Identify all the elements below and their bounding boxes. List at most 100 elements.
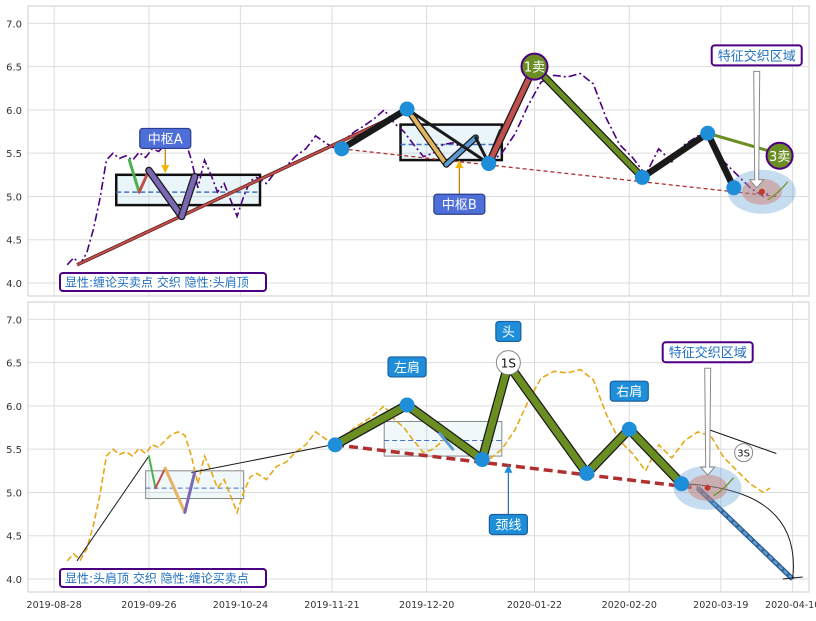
bottom-footer-label: 显性:头肩顶 交织 隐性:缠论买卖点 — [65, 571, 249, 586]
callout-arrow-head — [161, 165, 170, 174]
top-panel: 4.0 4.5 5.0 5.5 6.0 6.5 7.0 1卖 3卖 中枢A 中枢B 特征交织区域显性:… — [6, 5, 810, 297]
sell-point-label: 1卖 — [524, 61, 545, 76]
callout-label: 特征交织区域 — [718, 48, 796, 64]
top-y-tick-label: 6.0 — [6, 106, 22, 117]
bottom-stroke-segment — [625, 425, 686, 488]
bottom-stroke-segment — [331, 401, 411, 449]
bottom-footer-label-box — [59, 568, 267, 588]
bottom-stroke-segment — [478, 360, 512, 464]
callout-label: 头 — [502, 325, 515, 340]
x-tick-label: 2019-09-26 — [121, 600, 176, 611]
top-stroke-segment — [486, 64, 538, 167]
bottom-pivot-point — [399, 397, 415, 413]
sell-signal-marker — [495, 350, 521, 376]
top-y-tick-label: 5.5 — [6, 149, 22, 160]
callout-box — [609, 380, 649, 402]
x-tick-label: 2020-01-22 — [507, 600, 562, 611]
bottom-stroke-segment — [154, 467, 167, 490]
bottom-pivot-point — [674, 476, 690, 492]
bottom-y-tick-label: 4.5 — [6, 532, 22, 543]
bottom-stroke-segment — [183, 471, 197, 514]
bottom-stroke-segment — [583, 425, 633, 477]
connector-line — [76, 455, 150, 562]
top-y-tick-label: 4.0 — [6, 279, 22, 290]
bottom-stroke-segment — [438, 432, 455, 451]
projection-line — [697, 487, 794, 580]
callout-label: 中枢A — [148, 132, 183, 147]
callout-arrow — [748, 70, 765, 189]
x-tick-label: 2019-08-28 — [27, 600, 82, 611]
sell-point-marker — [520, 52, 549, 81]
top-y-tick-label: 5.0 — [6, 192, 22, 203]
bottom-y-tick-label: 4.0 — [6, 575, 22, 586]
top-stroke-segment — [640, 131, 710, 180]
bottom-pivot-point — [621, 421, 637, 437]
callout-arrow — [699, 367, 716, 476]
projection-target-tick — [782, 576, 803, 580]
bottom-pivot-point — [474, 452, 490, 468]
support-line — [341, 148, 777, 198]
top-pivot-point — [481, 156, 497, 172]
top-stroke-segment — [532, 64, 645, 180]
callout-label: 颈线 — [495, 518, 521, 533]
callout-box — [495, 320, 522, 343]
bottom-y-tick-label: 6.5 — [6, 359, 22, 370]
top-stroke-segment — [146, 167, 185, 219]
callout-arrow-head — [504, 464, 513, 473]
bottom-y-tick-label: 6.0 — [6, 402, 22, 413]
top-interlace-curve — [767, 181, 789, 201]
x-tick-label: 2020-03-19 — [693, 600, 748, 611]
top-pivot-point — [334, 141, 350, 157]
x-tick-label: 2019-11-21 — [304, 600, 359, 611]
bottom-pivot-point — [579, 465, 595, 481]
bottom-price-line — [66, 368, 771, 562]
sell-point-label: 3卖 — [769, 150, 790, 165]
top-stroke-segment — [405, 107, 449, 167]
trend-line — [76, 108, 411, 266]
neckline — [334, 443, 699, 490]
callout-label: 中枢B — [442, 198, 477, 213]
callout-label: 特征交织区域 — [669, 345, 747, 361]
callout-box — [710, 44, 803, 67]
bottom-interlace-curve — [713, 477, 735, 497]
callout-label: 左肩 — [394, 360, 420, 376]
bottom-stroke-segment — [504, 360, 591, 477]
callout-label: 右肩 — [616, 384, 642, 400]
top-footer-label: 显性:缠论买卖点 交织 隐性:头肩顶 — [65, 275, 249, 290]
callout-box — [488, 513, 528, 536]
top-footer-label-box — [59, 272, 267, 292]
sell-point-marker — [765, 141, 794, 170]
connector-line — [707, 428, 777, 454]
callout-box — [433, 193, 486, 215]
top-y-tick-label: 7.0 — [6, 19, 22, 30]
top-pivot-point — [634, 169, 650, 185]
x-tick-label: 2020-04-10 — [765, 600, 816, 611]
bottom-interlace-center — [704, 484, 711, 491]
top-stroke-segment — [405, 107, 491, 166]
x-tick-label: 2019-10-24 — [213, 600, 268, 611]
x-tick-label: 2019-12-20 — [399, 600, 454, 611]
top-y-tick-label: 4.5 — [6, 236, 22, 247]
top-pivot-point — [700, 125, 716, 141]
x-tick-label: 2020-02-20 — [602, 600, 657, 611]
top-y-tick-label: 6.5 — [6, 63, 22, 74]
sell-signal-label: 3S — [737, 449, 750, 460]
bottom-y-tick-label: 5.5 — [6, 445, 22, 456]
bottom-pivot-point — [327, 437, 343, 453]
callout-box — [139, 127, 192, 150]
top-stroke-segment — [444, 135, 478, 167]
bottom-y-tick-label: 5.0 — [6, 488, 22, 499]
top-stroke-segment — [179, 174, 198, 219]
callout-box — [661, 341, 754, 364]
top-stroke-segment — [127, 158, 141, 194]
bottom-stroke-segment — [147, 455, 157, 490]
connector-line — [191, 444, 333, 474]
top-stroke-segment — [705, 131, 736, 190]
bottom-stroke-segment — [163, 466, 187, 514]
callout-box — [387, 356, 427, 378]
top-price-line — [66, 72, 771, 266]
top-interlace-center — [758, 188, 765, 195]
